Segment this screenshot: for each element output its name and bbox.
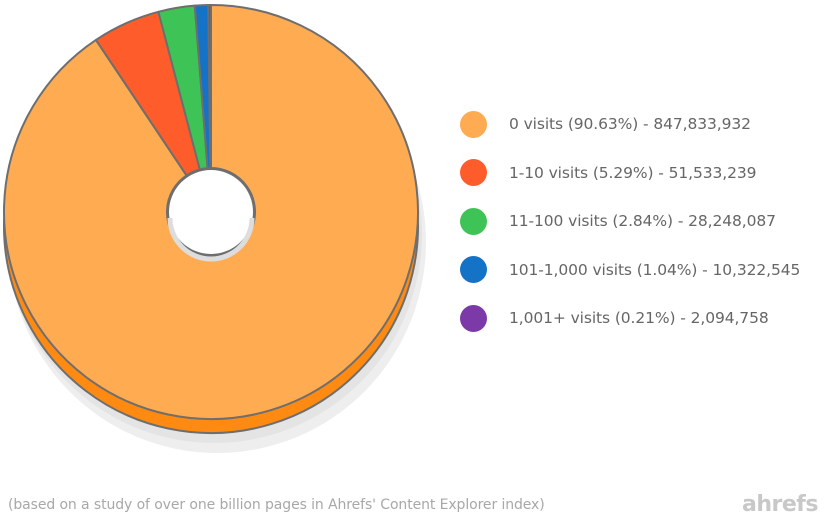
legend-item-1001-plus-visits: 1,001+ visits (0.21%) - 2,094,758 [460, 294, 827, 343]
legend-swatch-1001-plus-visits [460, 304, 487, 332]
legend-swatch-1-10-visits [460, 159, 487, 187]
legend-label-101-1000-visits: 101-1,000 visits (1.04%) - 10,322,545 [509, 260, 801, 279]
legend-swatch-0-visits [460, 110, 487, 138]
footnote: (based on a study of over one billion pa… [8, 497, 545, 513]
donut-hole-depth [167, 217, 255, 262]
legend-swatch-11-100-visits [460, 207, 487, 235]
legend-swatch-101-1000-visits [460, 256, 487, 284]
chart-legend: 0 visits (90.63%) - 847,833,932 1-10 vis… [460, 100, 827, 343]
legend-item-11-100-visits: 11-100 visits (2.84%) - 28,248,087 [460, 197, 827, 246]
legend-label-0-visits: 0 visits (90.63%) - 847,833,932 [509, 115, 751, 134]
legend-label-1001-plus-visits: 1,001+ visits (0.21%) - 2,094,758 [509, 309, 769, 328]
legend-item-0-visits: 0 visits (90.63%) - 847,833,932 [460, 100, 827, 149]
legend-item-1-10-visits: 1-10 visits (5.29%) - 51,533,239 [460, 149, 827, 198]
legend-label-11-100-visits: 11-100 visits (2.84%) - 28,248,087 [509, 212, 776, 231]
legend-label-1-10-visits: 1-10 visits (5.29%) - 51,533,239 [509, 163, 757, 182]
legend-item-101-1000-visits: 101-1,000 visits (1.04%) - 10,322,545 [460, 246, 827, 295]
donut-hole [167, 168, 255, 256]
ahrefs-logo: ahrefs [742, 492, 818, 517]
